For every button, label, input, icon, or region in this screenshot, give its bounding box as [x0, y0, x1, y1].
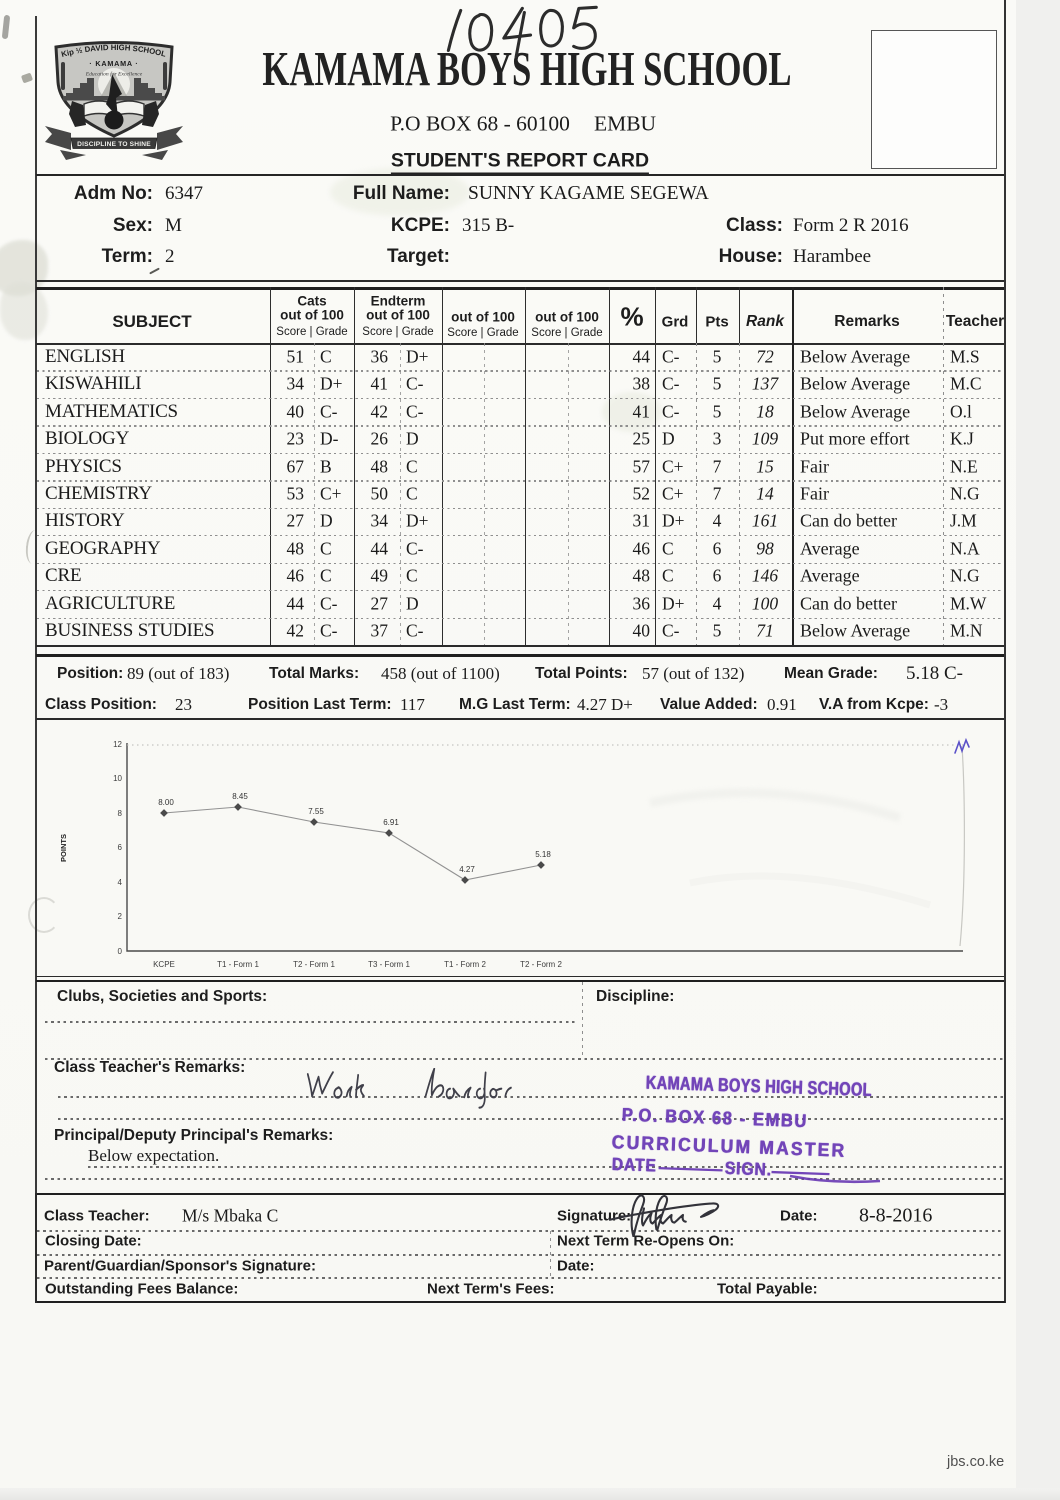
svg-text:T1 - Form 1: T1 - Form 1 [217, 960, 259, 969]
svg-text:T2 - Form 2: T2 - Form 2 [520, 960, 562, 969]
svg-text:8.00: 8.00 [158, 798, 174, 807]
svg-text:T2 - Form 1: T2 - Form 1 [293, 960, 335, 969]
svg-text:7.55: 7.55 [308, 807, 324, 816]
svg-text:T3 - Form 1: T3 - Form 1 [368, 960, 410, 969]
svg-text:5.18: 5.18 [535, 850, 551, 859]
svg-text:12: 12 [113, 740, 122, 749]
svg-text:· KAMAMA ·: · KAMAMA · [89, 59, 138, 68]
svg-text:DISCIPLINE TO SHINE: DISCIPLINE TO SHINE [77, 141, 151, 148]
svg-text:10: 10 [113, 774, 122, 783]
svg-text:6.91: 6.91 [383, 818, 399, 827]
svg-text:Education for Excellence: Education for Excellence [85, 71, 143, 78]
svg-text:POINTS: POINTS [59, 834, 68, 862]
svg-text:2: 2 [118, 912, 123, 921]
svg-text:KCPE: KCPE [153, 960, 175, 969]
svg-text:0: 0 [118, 947, 123, 956]
svg-text:8: 8 [118, 809, 123, 818]
svg-text:6: 6 [118, 843, 123, 852]
svg-text:8.45: 8.45 [232, 792, 248, 801]
svg-text:4.27: 4.27 [459, 865, 475, 874]
svg-text:4: 4 [118, 878, 123, 887]
svg-text:T1 - Form 2: T1 - Form 2 [444, 960, 486, 969]
